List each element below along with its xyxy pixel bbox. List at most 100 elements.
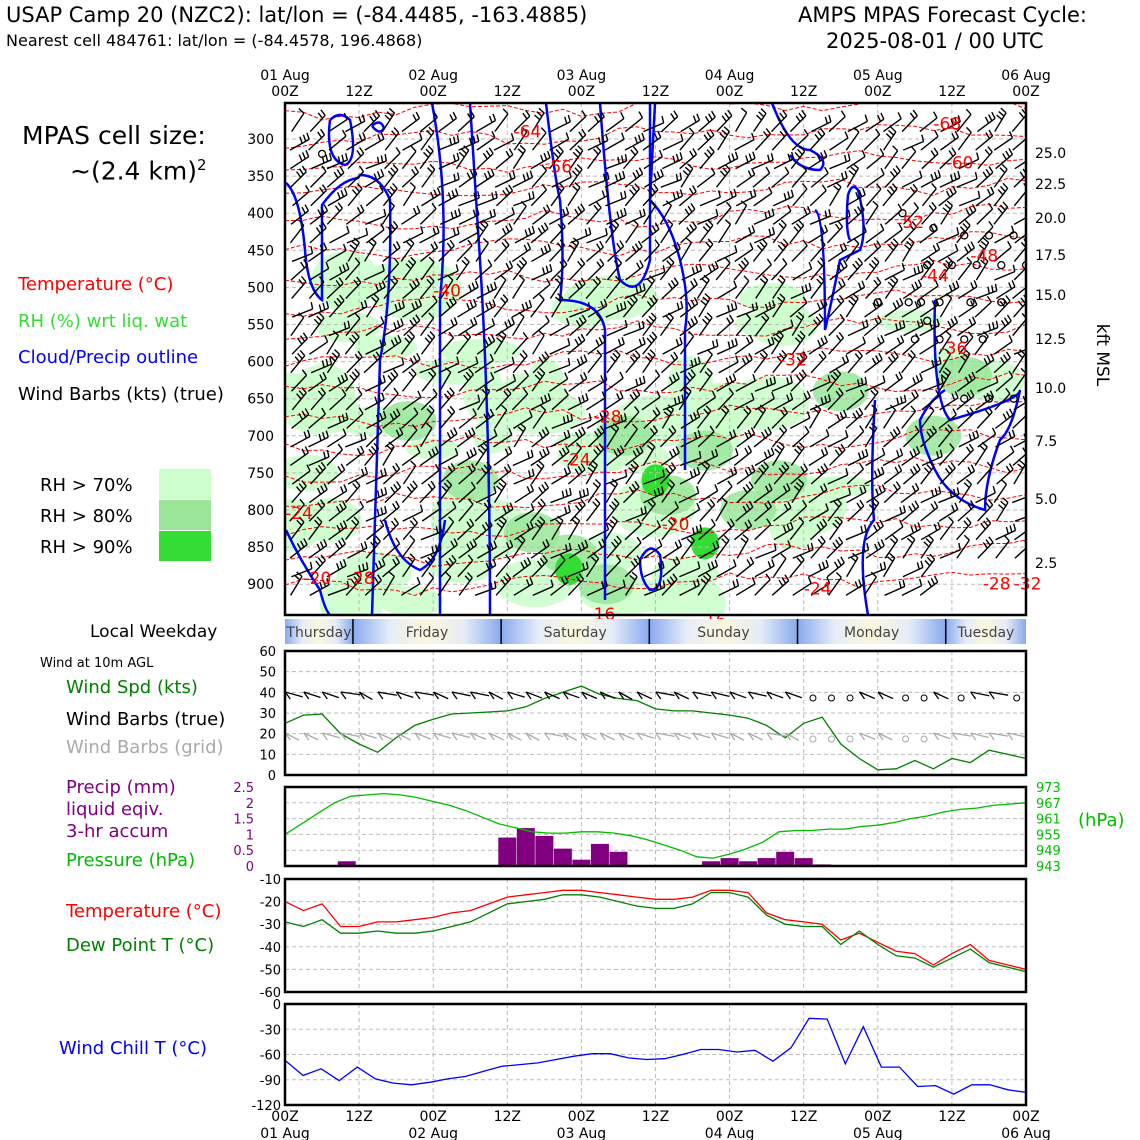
calm-wind-circle — [960, 335, 969, 344]
cloud-outline — [327, 113, 355, 167]
wind-barb — [532, 283, 551, 300]
wind-barb — [679, 567, 700, 578]
wind-barb-feather — [522, 332, 528, 339]
wind-barb-feather — [684, 166, 692, 173]
wind-barb-feather — [698, 450, 702, 459]
wind-barb-feather — [985, 501, 991, 509]
wind-barb — [512, 375, 529, 392]
wind-barb — [1013, 174, 1026, 188]
wind-barb-feather — [848, 487, 851, 495]
wind-barb-feather — [480, 222, 487, 229]
wind-barb — [735, 280, 750, 299]
wind-barb-true-feather — [562, 691, 569, 700]
wind-barb-feather — [413, 207, 418, 215]
wind-barb-feather — [309, 561, 313, 569]
wind-barb-feather — [469, 300, 474, 308]
wind-barb-feather — [370, 541, 376, 548]
wind-barb-feather — [563, 388, 569, 396]
wind-barb-feather — [954, 130, 959, 138]
wind-barb-feather — [387, 189, 393, 196]
wind-barb-feather — [378, 560, 383, 568]
wind-barb-feather — [528, 409, 533, 418]
wind-barb-feather — [417, 390, 422, 398]
wind-barb-feather — [949, 188, 954, 196]
wind-barb-feather — [465, 371, 472, 378]
wind-barb-feather — [578, 131, 584, 139]
wind-barb-feather — [542, 541, 547, 549]
wind-barb-feather — [688, 187, 694, 195]
wind-barb-feather — [434, 359, 438, 367]
wind-barb — [458, 503, 474, 522]
wind-barb-feather — [521, 126, 528, 133]
swatch-rh70 — [159, 469, 211, 499]
temp-tick-label: -10 — [260, 873, 281, 888]
wind-barb-feather — [721, 115, 727, 122]
wind-barb-feather — [728, 387, 734, 395]
wind-barb-feather — [356, 206, 362, 214]
wind-barb — [828, 319, 845, 337]
wind-barb-feather — [798, 554, 805, 561]
wind-barb — [734, 248, 754, 263]
wind-barb-feather — [803, 208, 808, 216]
wind-barb-feather — [318, 312, 325, 319]
wind-barb-feather — [835, 539, 841, 546]
wind-barb-feather — [375, 284, 380, 292]
wind-barb-feather — [631, 483, 637, 491]
wind-barb — [827, 436, 848, 448]
wind-barb-feather — [873, 497, 880, 504]
wind-barb-feather — [508, 427, 513, 435]
wind-barb-feather — [985, 539, 991, 546]
wind-barb-feather — [521, 303, 526, 311]
wind-barb-feather — [1011, 280, 1016, 288]
wind-barb-feather — [489, 560, 493, 568]
wind-barb-feather — [782, 109, 788, 117]
wind-barb-feather — [472, 135, 476, 144]
wind-barb-true — [322, 691, 340, 699]
wind-barb-feather — [871, 259, 878, 266]
wind-barb-feather — [602, 410, 607, 418]
wind-barb-feather — [966, 517, 972, 524]
wind-barb-feather — [940, 374, 947, 380]
wind-barb — [847, 120, 868, 133]
wind-barb — [346, 413, 364, 429]
wind-barb-feather — [605, 133, 609, 141]
wind-barb-feather — [541, 183, 548, 191]
wind-barb-feather — [653, 489, 657, 497]
wind-barb-feather — [519, 534, 526, 541]
wind-barb-true — [396, 691, 414, 699]
wind-barb-feather — [466, 113, 472, 120]
wind-barb-feather — [505, 225, 510, 233]
wind-barb-feather — [837, 220, 844, 228]
pressure-tick-label: 850 — [247, 540, 274, 556]
wind-barb-feather — [372, 538, 379, 545]
wind-barb-feather — [380, 488, 384, 496]
wind-barb-feather — [857, 379, 860, 387]
wind-barb-feather — [787, 540, 792, 548]
wind-barb-feather — [745, 313, 752, 320]
wind-tick-label: 0 — [268, 769, 276, 784]
wind-barb-grid-feather — [469, 732, 477, 741]
wind-barb-feather — [721, 129, 728, 136]
wind-barb-feather — [930, 173, 934, 181]
wind-barb-feather — [782, 127, 788, 135]
pressure-tick-label: 350 — [247, 169, 274, 185]
wind-barb — [475, 242, 489, 262]
wind-barb-feather — [929, 322, 933, 330]
wind-barb-feather — [761, 238, 768, 245]
wind-barb-feather — [518, 260, 525, 267]
wind-barb-feather — [595, 145, 602, 152]
wind-barb-feather — [632, 294, 638, 301]
wind-barb-feather — [580, 498, 586, 506]
wind-barb-feather — [670, 354, 676, 361]
wind-barb — [624, 542, 642, 559]
wind-barb — [845, 342, 866, 355]
wind-barb-feather — [1005, 150, 1011, 158]
wind-barb-feather — [320, 554, 326, 561]
wind-barb-feather — [336, 297, 342, 305]
wind-barb-feather — [687, 205, 693, 213]
wind-barb-feather — [620, 209, 624, 217]
wind-barb-feather — [911, 503, 917, 510]
wind-barb-feather — [455, 264, 459, 272]
wind-barb-true-feather — [636, 691, 643, 700]
wind-barb-feather — [764, 503, 769, 510]
